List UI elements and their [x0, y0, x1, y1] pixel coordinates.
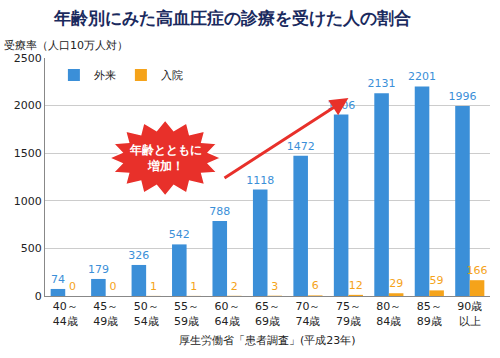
svg-text:0: 0	[109, 280, 116, 293]
svg-text:40～44歳: 40～44歳	[53, 300, 78, 327]
svg-text:1996: 1996	[448, 90, 476, 103]
svg-text:70～74歳: 70～74歳	[295, 300, 320, 327]
svg-text:50～54歳: 50～54歳	[134, 300, 159, 327]
svg-text:29: 29	[389, 277, 403, 290]
svg-text:2000: 2000	[14, 99, 42, 112]
svg-text:0: 0	[35, 290, 42, 303]
svg-text:年齢別にみた高血圧症の診療を受けた人の割合: 年齢別にみた高血圧症の診療を受けた人の割合	[53, 8, 411, 28]
svg-text:65～69歳: 65～69歳	[255, 300, 280, 327]
svg-text:年齢とともに増加！: 年齢とともに増加！	[129, 143, 202, 173]
svg-text:2201: 2201	[408, 70, 436, 83]
svg-text:1118: 1118	[246, 174, 274, 187]
svg-text:1472: 1472	[287, 140, 315, 153]
svg-text:75～79歳: 75～79歳	[336, 300, 361, 327]
svg-text:80～84歳: 80～84歳	[376, 300, 401, 327]
svg-text:6: 6	[312, 279, 319, 292]
svg-text:74: 74	[51, 273, 65, 286]
svg-text:受療率（人口10万人対）: 受療率（人口10万人対）	[4, 39, 128, 52]
svg-text:85～89歳: 85～89歳	[417, 300, 442, 327]
svg-text:入院: 入院	[161, 69, 183, 82]
svg-text:166: 166	[467, 264, 488, 277]
svg-text:1906: 1906	[327, 99, 355, 112]
svg-text:1: 1	[190, 280, 197, 293]
svg-text:542: 542	[169, 228, 190, 241]
svg-text:厚生労働省「患者調査」(平成23年): 厚生労働省「患者調査」(平成23年)	[179, 334, 356, 347]
svg-text:90歳以上: 90歳以上	[457, 300, 482, 327]
svg-text:179: 179	[88, 263, 109, 276]
svg-text:326: 326	[128, 249, 149, 262]
svg-text:外来: 外来	[94, 69, 116, 82]
svg-text:3: 3	[271, 280, 278, 293]
svg-text:1500: 1500	[14, 147, 42, 160]
svg-text:45～49歳: 45～49歳	[93, 300, 118, 327]
svg-text:2: 2	[231, 280, 238, 293]
svg-text:1000: 1000	[14, 195, 42, 208]
svg-text:2131: 2131	[368, 77, 396, 90]
svg-text:1: 1	[150, 280, 157, 293]
svg-text:788: 788	[209, 205, 230, 218]
svg-text:0: 0	[69, 280, 76, 293]
svg-text:2500: 2500	[14, 52, 42, 65]
svg-text:55～59歳: 55～59歳	[174, 300, 199, 327]
svg-text:500: 500	[21, 242, 42, 255]
svg-text:59: 59	[430, 274, 444, 287]
svg-text:60～64歳: 60～64歳	[215, 300, 240, 327]
svg-text:12: 12	[349, 279, 363, 292]
